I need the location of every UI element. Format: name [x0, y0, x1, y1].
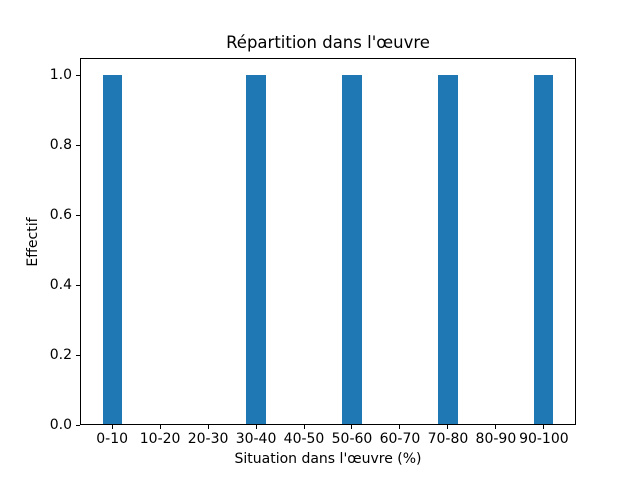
bar	[342, 75, 362, 425]
bar	[534, 75, 554, 425]
y-tick-label: 0.8	[49, 137, 72, 154]
x-tick-mark	[207, 425, 209, 429]
chart-title: Répartition dans l'œuvre	[226, 33, 430, 52]
bar	[438, 75, 458, 425]
x-tick-mark	[303, 425, 305, 429]
x-tick-mark	[159, 425, 161, 429]
y-tick-mark	[76, 214, 80, 216]
x-axis-label: Situation dans l'œuvre (%)	[234, 451, 422, 467]
y-tick-mark	[76, 284, 80, 286]
x-tick-label: 0-10	[96, 431, 129, 447]
x-tick-label: 40-50	[283, 431, 325, 447]
x-tick-label: 90-100	[519, 431, 569, 447]
x-tick-label: 80-90	[475, 431, 517, 447]
x-tick-mark	[111, 425, 113, 429]
y-tick-mark	[76, 74, 80, 76]
y-tick-mark	[76, 354, 80, 356]
y-tick-mark	[76, 144, 80, 146]
bar	[246, 75, 266, 425]
x-tick-mark	[495, 425, 497, 429]
x-tick-label: 70-80	[427, 431, 469, 447]
x-tick-label: 60-70	[379, 431, 421, 447]
x-tick-mark	[399, 425, 401, 429]
x-tick-label: 20-30	[187, 431, 229, 447]
x-tick-label: 50-60	[331, 431, 373, 447]
x-tick-mark	[543, 425, 545, 429]
y-tick-label: 1.0	[49, 67, 72, 84]
y-tick-label: 0.6	[49, 207, 72, 224]
y-tick-label: 0.0	[49, 417, 72, 433]
plot-area	[80, 58, 576, 425]
x-tick-mark	[351, 425, 353, 429]
x-tick-mark	[255, 425, 257, 429]
y-tick-label: 0.2	[49, 347, 72, 364]
x-tick-label: 10-20	[139, 431, 181, 447]
bar	[102, 75, 122, 425]
x-tick-mark	[447, 425, 449, 429]
y-tick-mark	[76, 424, 80, 426]
x-tick-label: 30-40	[235, 431, 277, 447]
y-tick-label: 0.4	[49, 277, 72, 294]
